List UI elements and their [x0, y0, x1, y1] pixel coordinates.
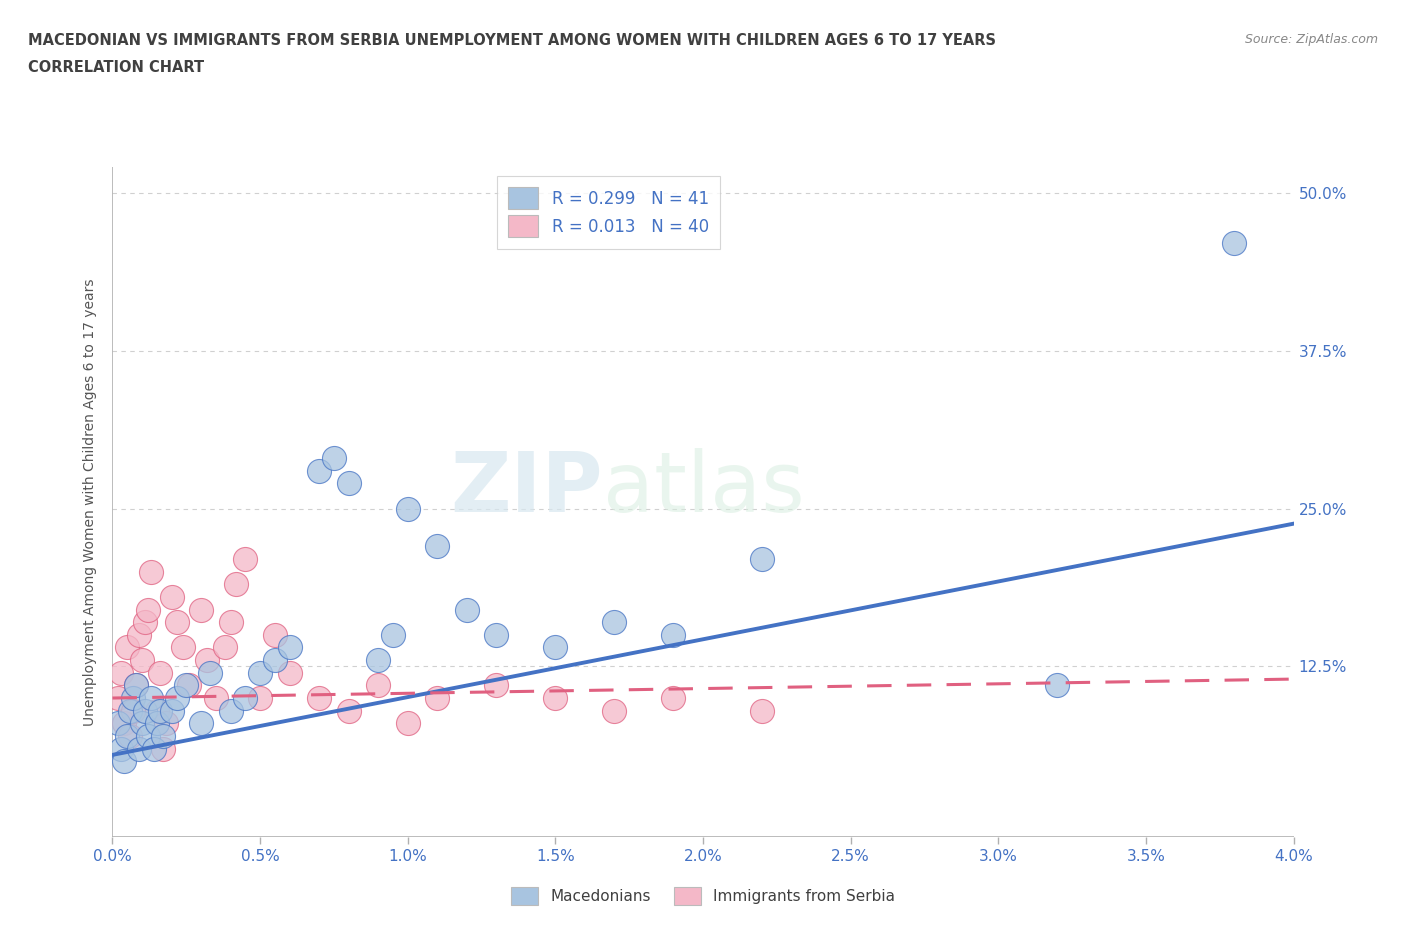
Point	[323, 450, 346, 465]
Point	[249, 665, 271, 680]
Point	[134, 703, 156, 718]
Point	[751, 551, 773, 566]
Point	[122, 691, 145, 706]
Point	[122, 703, 145, 718]
Point	[110, 665, 132, 680]
Point	[149, 703, 172, 718]
Point	[155, 716, 177, 731]
Text: ZIP: ZIP	[450, 448, 603, 529]
Point	[544, 640, 567, 655]
Legend: Macedonians, Immigrants from Serbia: Macedonians, Immigrants from Serbia	[503, 879, 903, 913]
Point	[662, 691, 685, 706]
Point	[110, 741, 132, 756]
Text: Source: ZipAtlas.com: Source: ZipAtlas.com	[1244, 33, 1378, 46]
Point	[396, 501, 419, 516]
Point	[603, 615, 626, 630]
Point	[198, 665, 221, 680]
Point	[117, 728, 138, 743]
Point	[136, 728, 159, 743]
Point	[166, 691, 188, 706]
Point	[603, 703, 626, 718]
Point	[751, 703, 773, 718]
Point	[396, 716, 419, 731]
Point	[1223, 236, 1246, 251]
Point	[172, 640, 194, 655]
Point	[225, 577, 247, 591]
Point	[426, 539, 449, 554]
Point	[131, 653, 153, 668]
Point	[1046, 678, 1069, 693]
Point	[195, 653, 218, 668]
Text: atlas: atlas	[603, 448, 804, 529]
Point	[128, 628, 150, 643]
Point	[337, 703, 360, 718]
Point	[131, 716, 153, 731]
Point	[233, 691, 256, 706]
Point	[308, 463, 330, 478]
Text: MACEDONIAN VS IMMIGRANTS FROM SERBIA UNEMPLOYMENT AMONG WOMEN WITH CHILDREN AGES: MACEDONIAN VS IMMIGRANTS FROM SERBIA UNE…	[28, 33, 995, 47]
Point	[174, 678, 197, 693]
Point	[426, 691, 449, 706]
Point	[544, 691, 567, 706]
Point	[152, 741, 174, 756]
Legend: R = 0.299   N = 41, R = 0.013   N = 40: R = 0.299 N = 41, R = 0.013 N = 40	[496, 176, 720, 248]
Point	[190, 602, 212, 617]
Point	[112, 716, 135, 731]
Point	[264, 628, 287, 643]
Point	[205, 691, 228, 706]
Point	[179, 678, 201, 693]
Point	[107, 716, 129, 731]
Point	[120, 728, 142, 743]
Point	[117, 640, 138, 655]
Point	[249, 691, 271, 706]
Text: CORRELATION CHART: CORRELATION CHART	[28, 60, 204, 75]
Y-axis label: Unemployment Among Women with Children Ages 6 to 17 years: Unemployment Among Women with Children A…	[83, 278, 97, 726]
Point	[139, 565, 162, 579]
Point	[190, 716, 212, 731]
Point	[152, 728, 174, 743]
Point	[308, 691, 330, 706]
Point	[128, 741, 150, 756]
Point	[219, 615, 242, 630]
Point	[214, 640, 236, 655]
Point	[264, 653, 287, 668]
Point	[382, 628, 405, 643]
Point	[120, 703, 142, 718]
Point	[107, 691, 129, 706]
Point	[139, 691, 162, 706]
Point	[456, 602, 478, 617]
Point	[278, 665, 301, 680]
Point	[149, 665, 172, 680]
Point	[160, 590, 183, 604]
Point	[278, 640, 301, 655]
Point	[219, 703, 242, 718]
Point	[142, 741, 165, 756]
Point	[134, 615, 156, 630]
Point	[160, 703, 183, 718]
Point	[485, 628, 508, 643]
Point	[146, 703, 169, 718]
Point	[367, 653, 389, 668]
Point	[146, 716, 169, 731]
Point	[112, 753, 135, 768]
Point	[485, 678, 508, 693]
Point	[337, 476, 360, 491]
Point	[367, 678, 389, 693]
Point	[662, 628, 685, 643]
Point	[125, 678, 148, 693]
Point	[125, 678, 148, 693]
Point	[136, 602, 159, 617]
Point	[166, 615, 188, 630]
Point	[233, 551, 256, 566]
